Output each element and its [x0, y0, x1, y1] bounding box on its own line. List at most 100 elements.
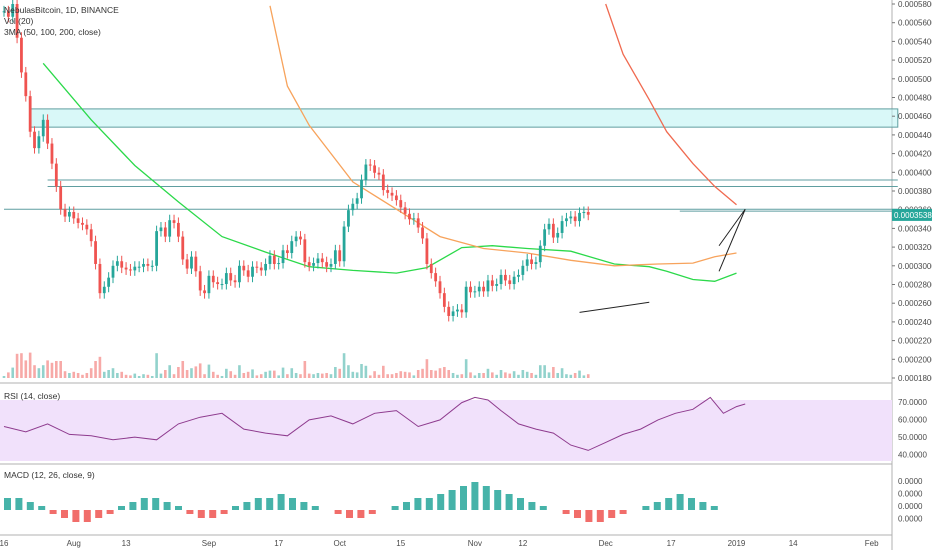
volume-bar: [24, 360, 28, 378]
volume-bar: [46, 360, 49, 378]
macd-histogram-bar: [471, 482, 479, 510]
candle-body: [246, 270, 250, 277]
macd-histogram-bar: [106, 510, 114, 514]
volume-bar: [81, 374, 84, 378]
legend-rsi: RSI (14, close): [4, 391, 60, 401]
x-tick-label: Sep: [202, 539, 217, 548]
volume-bar: [334, 367, 337, 378]
volume-bar: [137, 376, 141, 378]
candle-body: [68, 211, 71, 217]
volume-bar: [447, 370, 451, 378]
last-price-tag: [892, 208, 932, 221]
candle-body: [15, 4, 19, 38]
candle-body: [94, 241, 97, 264]
volume-bar: [177, 367, 180, 378]
volume-bar: [307, 373, 311, 378]
candle-body: [203, 290, 206, 294]
candle-body: [386, 190, 390, 193]
macd-tick-label: 0.0000: [898, 490, 923, 499]
macd-histogram-bar: [539, 506, 547, 510]
macd-histogram-bar: [437, 494, 445, 510]
macd-histogram-bar: [608, 510, 616, 518]
candle-body: [85, 224, 89, 230]
candle-body: [50, 143, 54, 164]
candle-body: [508, 280, 512, 285]
volume-bar: [408, 372, 411, 378]
macd-histogram-bar: [665, 498, 673, 510]
candle-body: [111, 265, 115, 278]
candle-body: [355, 198, 359, 204]
volume-bar: [251, 369, 254, 378]
volume-bar: [386, 374, 389, 378]
macd-histogram-bar: [346, 510, 353, 518]
volume-bar: [338, 368, 342, 378]
volume-bar: [320, 373, 324, 378]
candle-body: [351, 203, 355, 211]
candle-body: [238, 265, 241, 283]
candle-body: [482, 286, 485, 292]
candle-body: [368, 164, 372, 166]
volume-bar: [582, 375, 586, 378]
macd-histogram-bar: [49, 510, 57, 514]
x-tick-label: 14: [789, 539, 798, 548]
candle-body: [495, 284, 499, 286]
candle-body: [312, 263, 315, 266]
candle-body: [303, 239, 307, 263]
volume-bar: [185, 370, 189, 378]
volume-bar: [578, 370, 581, 378]
macd-histogram-bar: [460, 486, 467, 510]
macd-histogram-bar: [334, 510, 342, 514]
candle-body: [133, 266, 137, 271]
volume-bar: [316, 373, 320, 378]
volume-bar: [168, 365, 171, 378]
volume-bar: [89, 368, 93, 378]
volume-bar: [538, 365, 542, 378]
candle-body: [395, 195, 398, 201]
x-tick-label: 17: [274, 539, 283, 548]
macd-tick-label: 0.0000: [898, 477, 923, 486]
x-tick-label: Nov: [468, 539, 482, 548]
volume-bar: [107, 370, 110, 378]
x-tick-label: 15: [396, 539, 405, 548]
volume-bar: [172, 374, 176, 378]
macd-histogram-bar: [300, 502, 308, 510]
candle-body: [46, 119, 49, 144]
candle-body: [390, 192, 394, 196]
candle-body: [251, 266, 254, 277]
macd-histogram-bar: [425, 498, 433, 510]
volume-bar: [347, 365, 350, 378]
volume-bar: [355, 372, 359, 378]
volume-bar: [159, 373, 163, 378]
volume-bar: [486, 368, 490, 378]
volume-bar: [28, 352, 32, 378]
macd-histogram-bar: [528, 502, 536, 510]
volume-bar: [377, 374, 381, 378]
macd-tick-label: 0.0000: [898, 502, 923, 511]
candle-body: [163, 227, 167, 237]
candle-body: [473, 291, 477, 293]
candle-body: [11, 4, 15, 17]
volume-bar: [259, 374, 263, 378]
volume-bar: [216, 374, 219, 378]
macd-histogram-bar: [311, 506, 319, 510]
macd-histogram-bar: [642, 506, 650, 510]
candle-body: [416, 218, 420, 228]
candle-body: [98, 263, 102, 294]
volume-bar: [85, 373, 89, 378]
candle-body: [211, 275, 215, 283]
volume-bar: [211, 371, 215, 378]
volume-bar: [464, 359, 468, 378]
volume-bar: [342, 353, 346, 378]
candle-body: [469, 286, 472, 293]
volume-bar: [41, 365, 45, 378]
macd-histogram-bar: [403, 502, 410, 510]
candle-body: [320, 258, 324, 263]
candle-body: [451, 311, 455, 316]
candle-body: [543, 229, 547, 246]
legend-ma: 3MA (50, 100, 200, close): [4, 27, 101, 37]
